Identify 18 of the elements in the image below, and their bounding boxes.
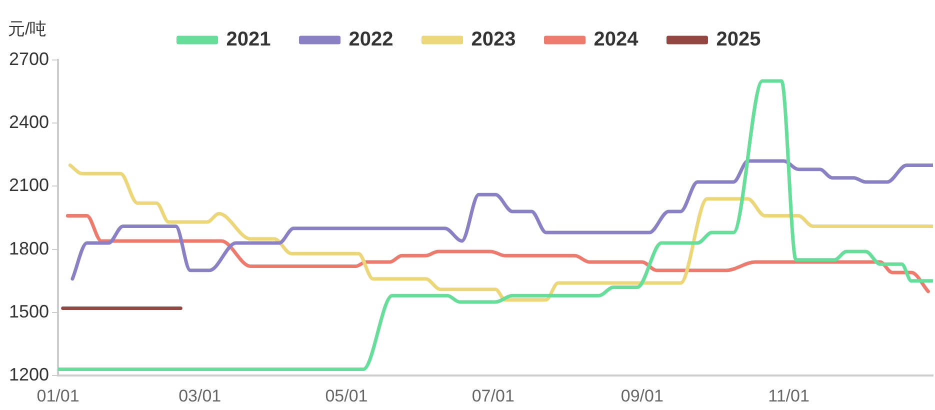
- x-tick-label: 05/01: [325, 386, 368, 406]
- legend-label: 2021: [226, 28, 271, 51]
- x-tick-label: 01/01: [36, 386, 80, 406]
- y-tick-label: 2700: [8, 48, 50, 69]
- y-tick-label: 1500: [8, 301, 50, 322]
- y-axis-title: 元/吨: [8, 20, 47, 39]
- x-tick-label: 09/01: [620, 386, 664, 406]
- x-tick-label: 11/01: [768, 386, 810, 406]
- legend-label: 2024: [594, 28, 640, 51]
- x-tick-label: 03/01: [178, 386, 222, 406]
- legend-label: 2025: [716, 28, 761, 51]
- y-tick-label: 2400: [8, 112, 50, 132]
- legend-label: 2023: [471, 28, 516, 51]
- x-tick-label: 07/01: [472, 386, 514, 406]
- y-tick-label: 1800: [8, 238, 50, 258]
- y-tick-label: 1200: [8, 364, 50, 385]
- y-tick-label: 2100: [8, 175, 50, 196]
- legend-label: 2022: [348, 28, 394, 51]
